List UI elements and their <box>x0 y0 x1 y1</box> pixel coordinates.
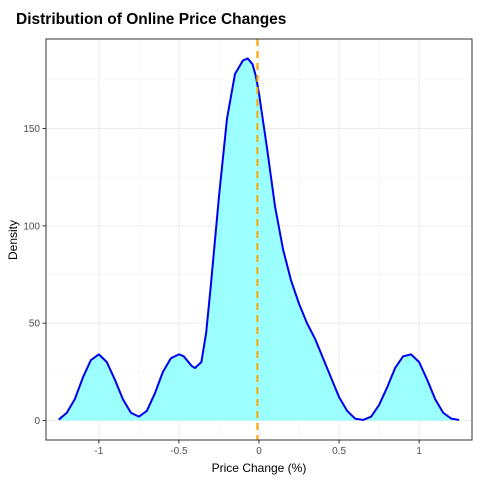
x-axis-title: Price Change (%) <box>212 461 307 475</box>
y-tick-label: 0 <box>34 416 40 427</box>
y-tick-label: 100 <box>23 221 40 232</box>
density-line <box>58 57 460 421</box>
y-tick-label: 150 <box>23 124 40 135</box>
x-tick-label: -1 <box>94 446 103 457</box>
x-tick-label: 1 <box>416 446 422 457</box>
y-tick-label: 50 <box>29 319 41 330</box>
x-tick-label: 0 <box>256 446 262 457</box>
x-tick-label: 0.5 <box>332 446 346 457</box>
density-area <box>58 58 460 421</box>
chart-title: Distribution of Online Price Changes <box>16 11 287 28</box>
x-tick-label: -0.5 <box>170 446 188 457</box>
y-axis-title: Density <box>6 220 20 260</box>
axis-ticks: -1 -0.5 0 0.5 1 0 50 100 150 <box>23 124 422 457</box>
